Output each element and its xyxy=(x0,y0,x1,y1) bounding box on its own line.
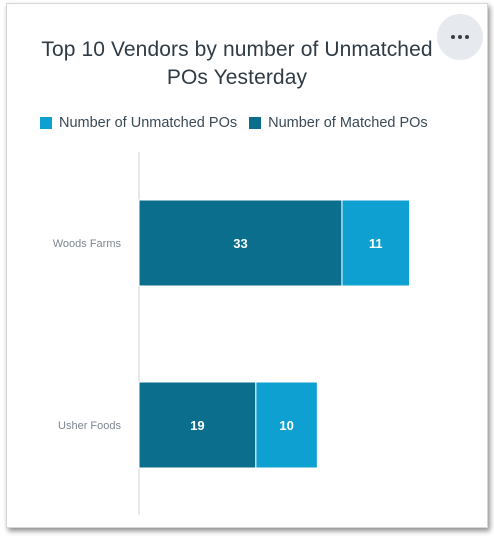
legend-label-matched: Number of Matched POs xyxy=(268,115,428,131)
bar-unmatched[interactable] xyxy=(255,381,318,469)
legend-item-unmatched[interactable]: Number of Unmatched POs xyxy=(40,115,237,131)
more-horizontal-icon xyxy=(451,35,469,39)
category-label: Usher Foods xyxy=(58,420,121,432)
bar-value-label: 33 xyxy=(233,236,247,251)
legend-swatch-matched xyxy=(249,117,262,129)
category-label: Woods Farms xyxy=(53,238,122,250)
chart-title: Top 10 Vendors by number of Unmatched PO… xyxy=(41,38,433,89)
bar-unmatched[interactable] xyxy=(341,199,411,287)
bar-value-label: 10 xyxy=(279,418,293,433)
more-options-button[interactable] xyxy=(437,14,483,60)
legend-item-matched[interactable]: Number of Matched POs xyxy=(249,115,428,131)
chart-legend: Number of Unmatched POs Number of Matche… xyxy=(40,113,428,133)
bar-matched[interactable] xyxy=(138,381,257,469)
bar-value-label: 19 xyxy=(190,418,204,433)
bar-value-label: 11 xyxy=(369,236,383,251)
legend-label-unmatched: Number of Unmatched POs xyxy=(59,115,238,131)
legend-swatch-unmatched xyxy=(40,117,52,129)
